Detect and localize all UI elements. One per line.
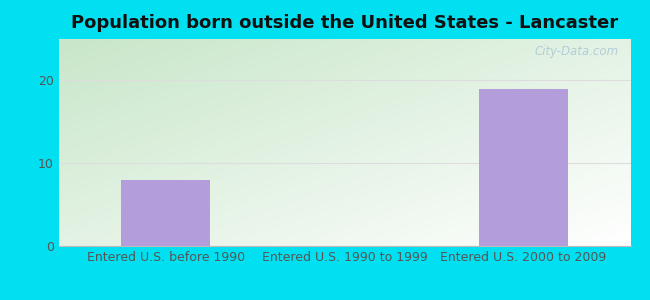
Text: City-Data.com: City-Data.com [535, 45, 619, 58]
Bar [478, 89, 568, 246]
Bar [121, 180, 211, 246]
Title: Population born outside the United States - Lancaster: Population born outside the United State… [71, 14, 618, 32]
